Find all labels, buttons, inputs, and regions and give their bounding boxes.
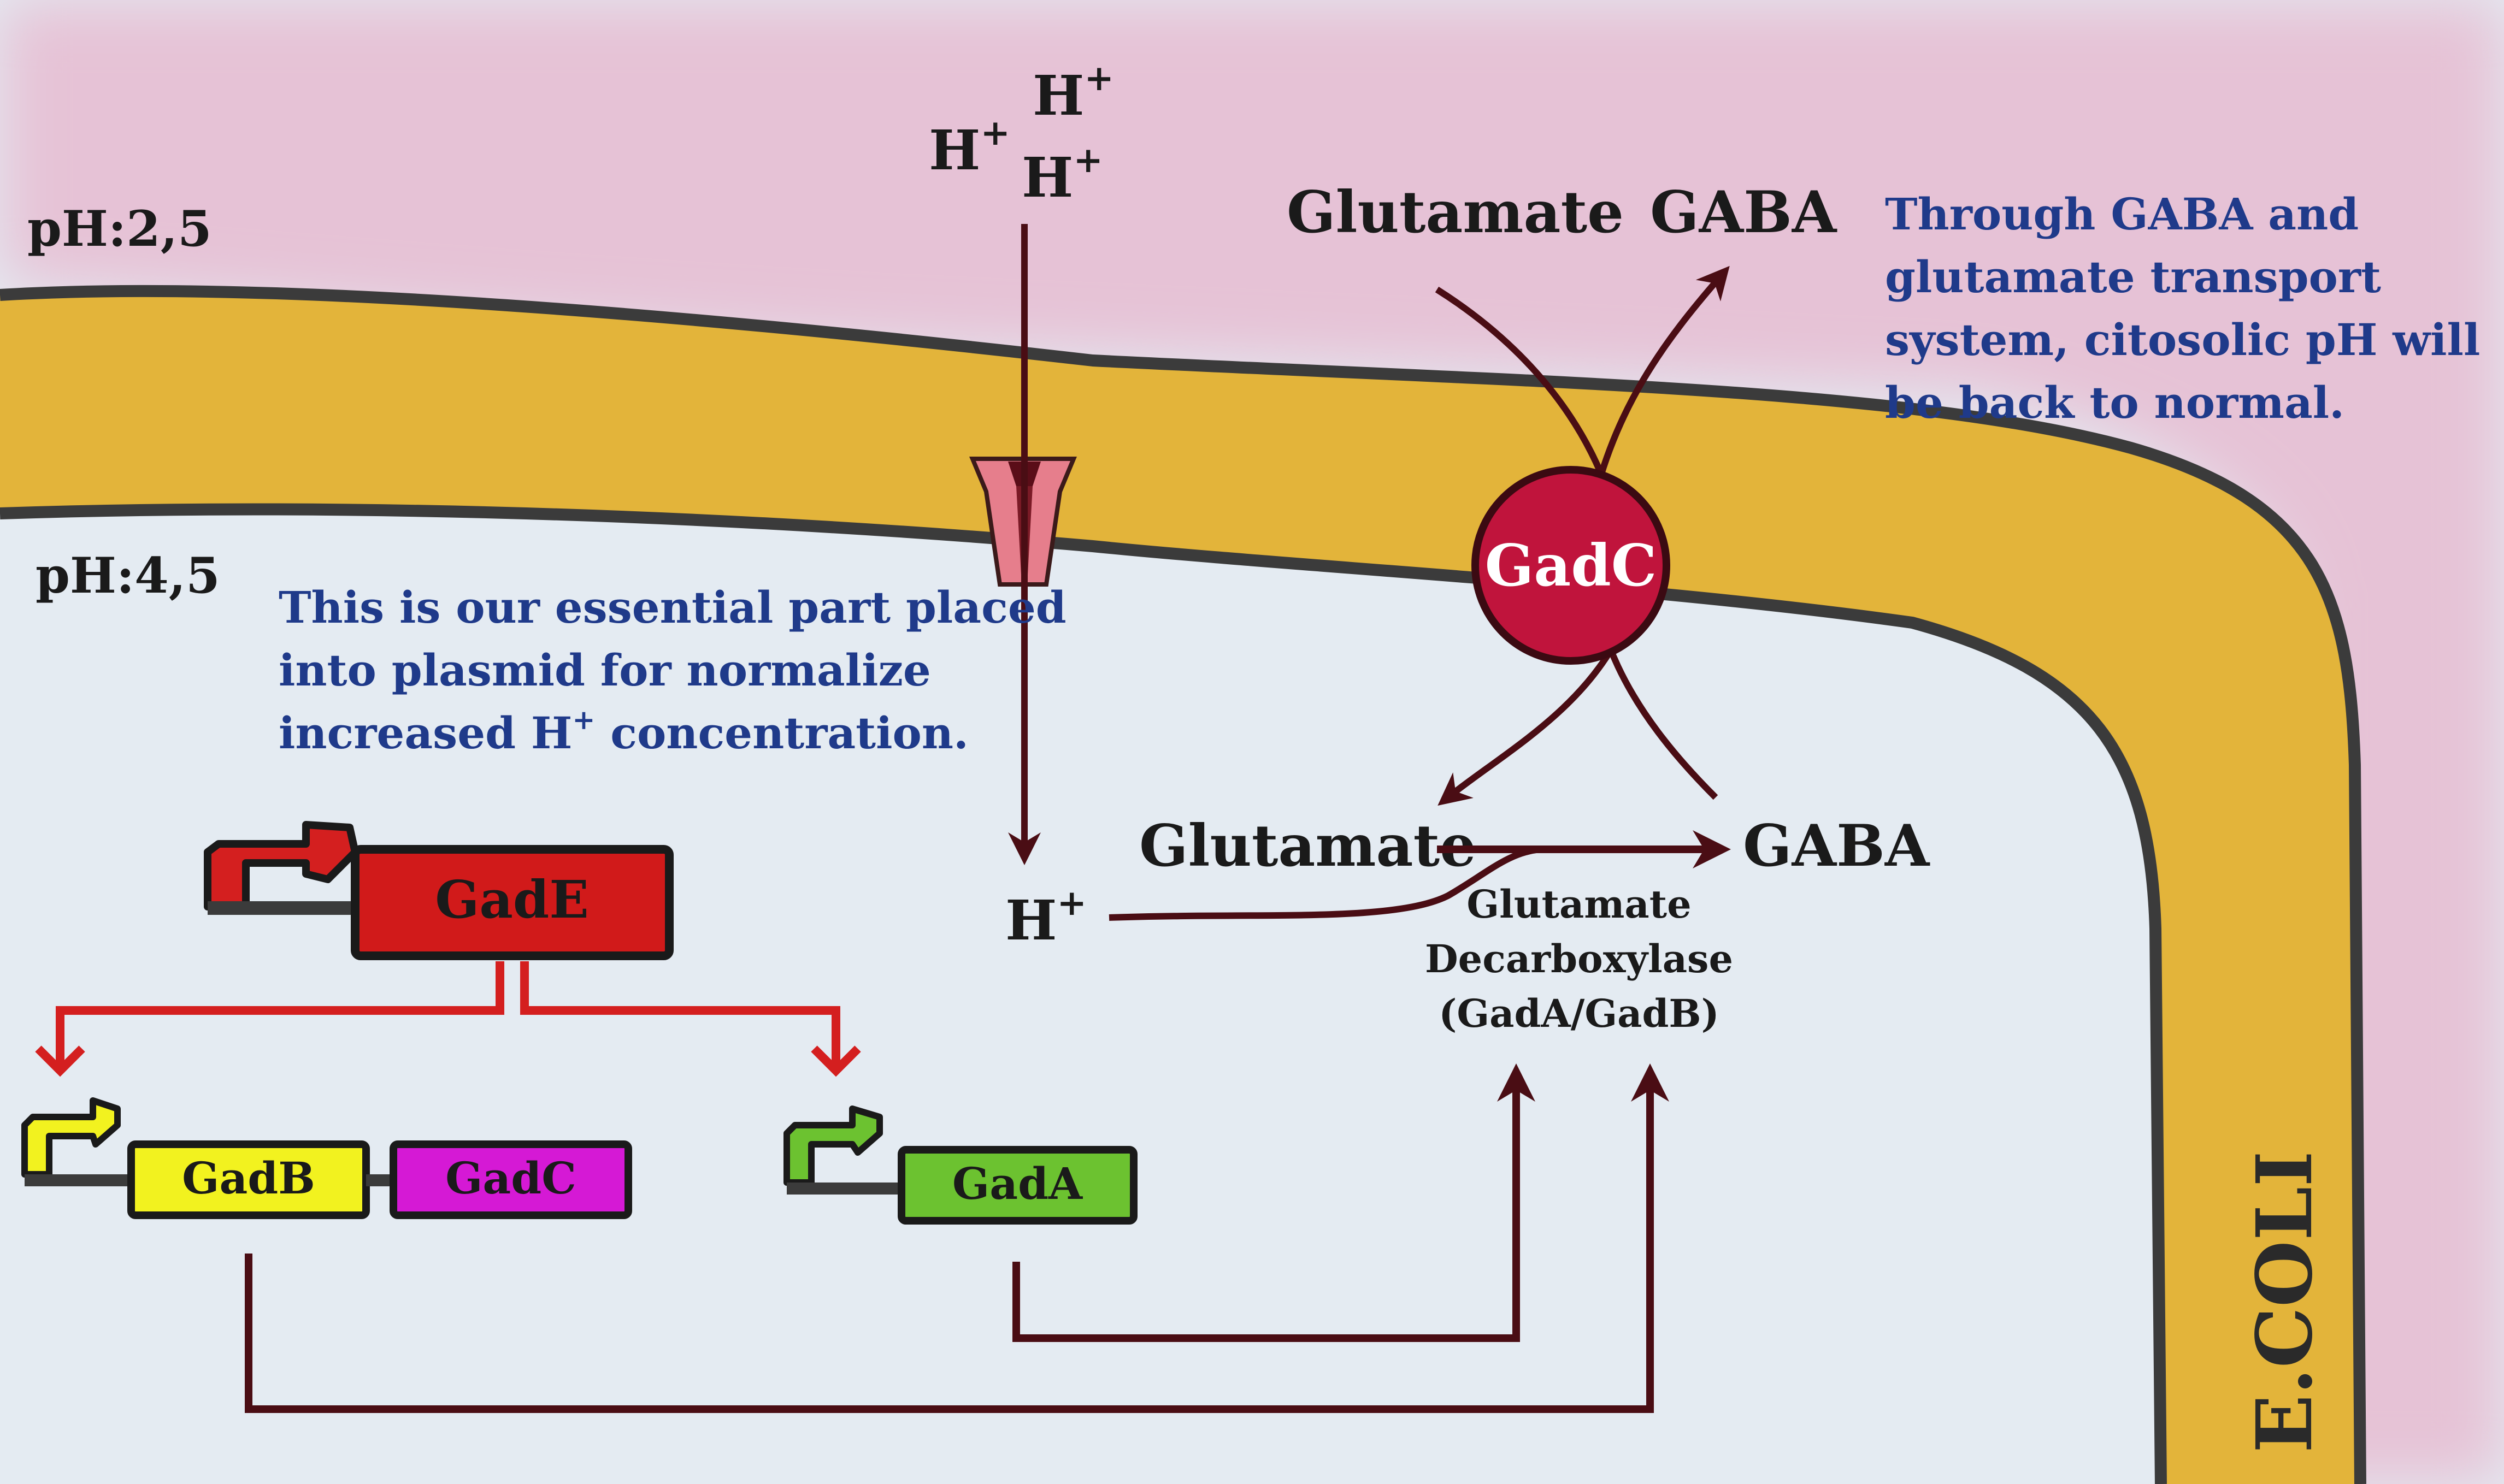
gade-activation-arrows <box>35 961 861 1077</box>
enzyme-label-line2: Decarboxylase <box>1425 936 1733 982</box>
outside-gaba-label: GABA <box>1650 178 1837 246</box>
gade-promoter-icon <box>204 821 361 915</box>
inside-gaba-label: GABA <box>1743 812 1930 879</box>
svg-text:H+: H+ <box>1033 57 1114 128</box>
gada-promoter-icon <box>783 1105 907 1195</box>
svg-text:Through GABA and: Through GABA and <box>1885 188 2359 240</box>
svg-text:H+: H+ <box>929 112 1010 182</box>
svg-text:H+: H+ <box>1022 139 1103 210</box>
membrane-inner-edge <box>0 503 2167 1484</box>
svg-text:be back to normal.: be back to normal. <box>1885 377 2344 428</box>
gadb-gene: GadB <box>127 1140 370 1219</box>
gadc-transporter-label: GadC <box>1485 531 1657 599</box>
gadb-gene-label: GadB <box>182 1152 315 1204</box>
proton-outside-3: H+ <box>1022 139 1103 210</box>
gada-expression-line <box>1012 1063 1535 1342</box>
svg-text:system, citosolic pH will: system, citosolic pH will <box>1885 314 2480 365</box>
svg-text:increased H+ concentration.: increased H+ concentration. <box>279 703 969 759</box>
svg-text:into plasmid for normalize: into plasmid for normalize <box>279 645 931 696</box>
gadc-gene: GadC <box>390 1140 632 1219</box>
cell-membrane <box>0 291 2360 1484</box>
organism-label: E.COLI <box>2240 1151 2330 1453</box>
gadb-promoter-icon <box>21 1097 134 1186</box>
svg-text:glutamate transport: glutamate transport <box>1885 251 2381 303</box>
inner-ph-label: pH:4,5 <box>36 547 220 605</box>
gade-gene: GadE <box>351 845 674 960</box>
gadc-gene-label: GadC <box>445 1152 576 1204</box>
proton-consumption-line <box>1109 846 1541 921</box>
gadc-transporter: GadC <box>1471 466 1670 665</box>
proton-outside-1: H+ <box>929 112 1010 182</box>
gada-gene-label: GadA <box>952 1158 1083 1209</box>
svg-text:This is our essential part pla: This is our essential part placed <box>279 582 1067 633</box>
inside-glutamate-label: Glutamate <box>1139 812 1476 879</box>
operon-linker <box>366 1174 393 1186</box>
gada-gene: GadA <box>898 1146 1138 1225</box>
enzyme-label-line1: Glutamate <box>1466 882 1691 927</box>
gadb-expression-line <box>245 1063 1669 1413</box>
transport-note: Through GABA and glutamate transport sys… <box>1885 188 2480 428</box>
outside-glutamate-label: Glutamate <box>1287 178 1624 246</box>
outer-ph-label: pH:2,5 <box>27 200 212 258</box>
gade-gene-label: GadE <box>435 870 589 930</box>
proton-outside-2: H+ <box>1033 57 1114 128</box>
membrane-outer-edge <box>0 285 2366 1484</box>
svg-text:H+: H+ <box>1005 882 1087 953</box>
enzyme-label-line3: (GadA/GadB) <box>1439 991 1719 1036</box>
proton-inside: H+ <box>1005 882 1087 953</box>
plasmid-note: This is our essential part placed into p… <box>279 582 1067 759</box>
